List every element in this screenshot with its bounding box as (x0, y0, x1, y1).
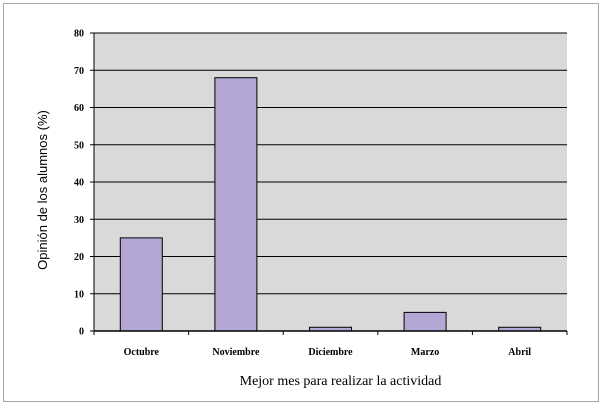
x-axis-title: Mejor mes para realizar la actividad (240, 374, 442, 389)
y-tick-label: 0 (79, 327, 84, 338)
y-tick-label: 10 (74, 289, 84, 300)
y-tick-label: 20 (74, 252, 84, 263)
x-tick-label: Octubre (124, 347, 160, 358)
y-tick-label: 30 (74, 215, 84, 226)
y-tick-label: 70 (74, 66, 84, 77)
y-tick-label: 60 (74, 103, 84, 114)
x-tick-label: Noviembre (212, 347, 260, 358)
x-tick-label: Marzo (411, 347, 439, 358)
gridlines (94, 32, 567, 295)
y-tick-label: 80 (74, 29, 84, 40)
bar-noviembre (214, 77, 258, 332)
y-axis-title: Opinión de los alumnos (%) (35, 110, 50, 270)
x-tick-label: Diciembre (308, 347, 353, 358)
x-axis-ticks: Octubre Noviembre Diciembre Marzo Abril (93, 331, 568, 358)
bars (119, 77, 542, 332)
bar-marzo (403, 311, 447, 332)
y-axis-ticks: 0 10 20 30 40 50 60 70 80 (74, 29, 94, 338)
y-tick-label: 50 (74, 140, 84, 151)
x-tick-label: Abril (508, 347, 531, 358)
y-tick-label: 40 (74, 178, 84, 189)
bar-octubre (119, 237, 163, 332)
